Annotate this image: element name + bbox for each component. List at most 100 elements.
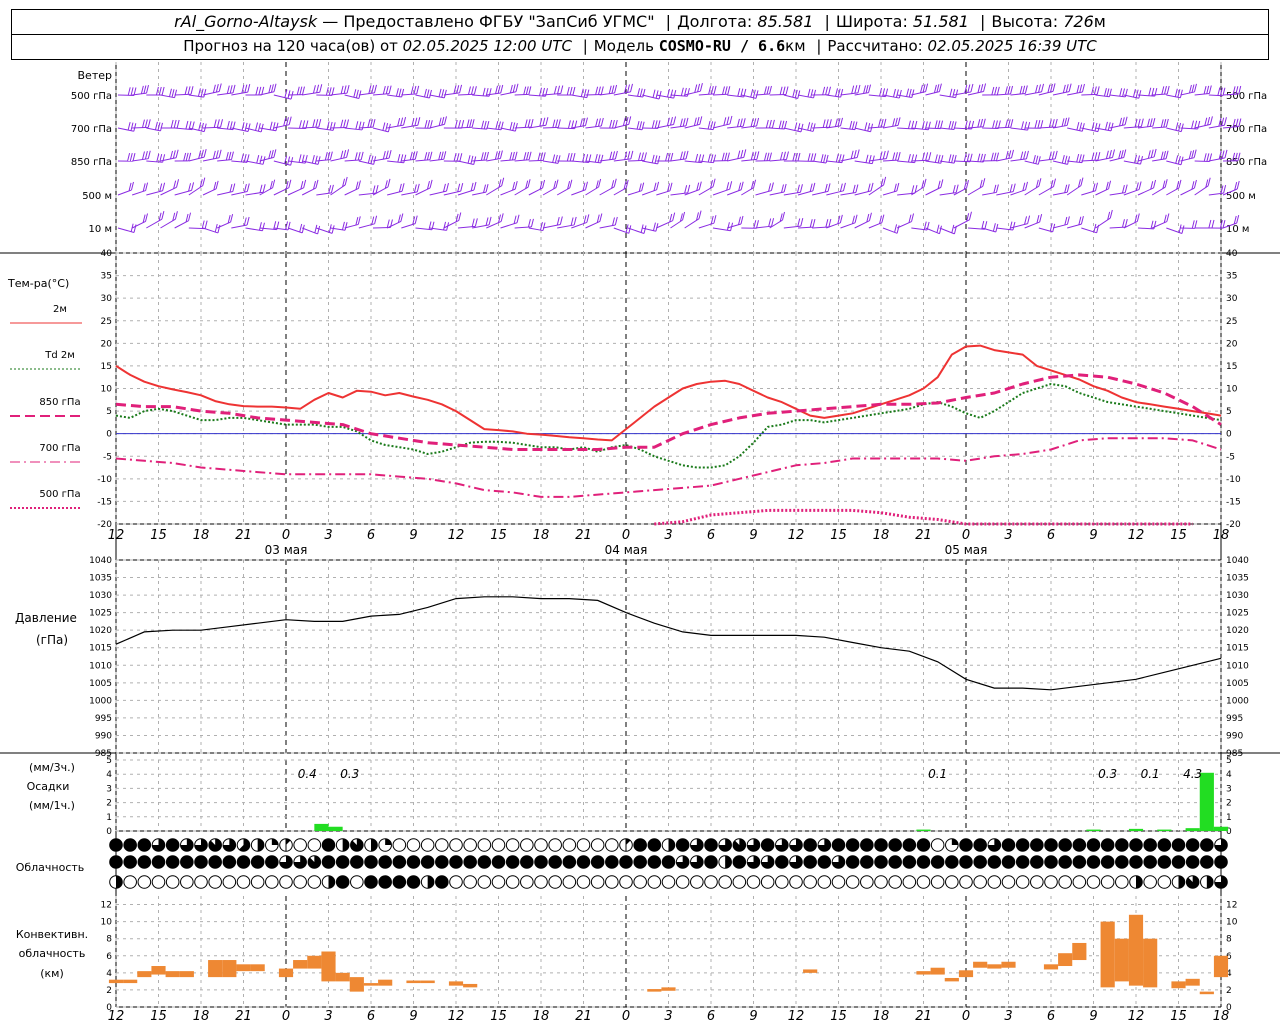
wind-barb bbox=[797, 153, 817, 162]
barb-feather bbox=[155, 86, 159, 96]
barb-feather bbox=[1150, 220, 1154, 229]
wind-barb bbox=[783, 218, 804, 229]
wind-barb bbox=[231, 216, 250, 229]
wind-barb bbox=[387, 153, 407, 164]
barb-feather bbox=[810, 89, 814, 98]
barb-feather bbox=[511, 151, 515, 161]
barb-feather bbox=[1081, 83, 1085, 93]
octa-circle bbox=[576, 838, 591, 852]
barb-feather bbox=[850, 150, 854, 159]
wind-barb bbox=[727, 215, 744, 229]
barb-feather bbox=[483, 120, 487, 130]
y-tick-label-right: 6 bbox=[1226, 952, 1232, 962]
latitude-label: Широта: bbox=[835, 12, 908, 31]
octa-circle bbox=[137, 855, 152, 869]
barb-feather bbox=[835, 153, 839, 163]
barb-feather bbox=[259, 184, 263, 193]
barb-feather bbox=[595, 86, 599, 95]
cloud-octa-symbol bbox=[392, 875, 407, 889]
barb-feather bbox=[708, 86, 712, 95]
cloud-octa-symbol bbox=[902, 855, 917, 869]
barb-feather bbox=[530, 119, 534, 128]
barb-feather bbox=[169, 88, 172, 97]
barb-feather bbox=[614, 84, 618, 94]
barb-feather bbox=[229, 121, 233, 130]
octa-fill bbox=[371, 838, 378, 852]
octa-circle bbox=[1115, 855, 1129, 869]
octa-circle bbox=[803, 838, 817, 852]
barb-feather bbox=[501, 177, 505, 186]
wind-barb bbox=[1109, 116, 1128, 129]
cloud-octa-symbol bbox=[534, 838, 548, 852]
barb-feather bbox=[1164, 179, 1168, 188]
barb-feather bbox=[542, 179, 546, 189]
barb-feather bbox=[651, 154, 655, 163]
barb-feather bbox=[785, 86, 789, 95]
barb-feather bbox=[527, 179, 531, 188]
conv-bar bbox=[236, 964, 251, 972]
barb-feather bbox=[952, 184, 956, 194]
cloud-octa-symbol bbox=[109, 838, 123, 852]
barb-feather bbox=[951, 224, 955, 233]
wind-barb bbox=[1095, 121, 1114, 132]
barb-feather bbox=[243, 184, 247, 193]
barb-feather bbox=[426, 181, 430, 190]
cloud-octa-symbol bbox=[463, 855, 477, 869]
barb-feather bbox=[1235, 118, 1239, 127]
barb-feather bbox=[768, 119, 772, 129]
cloud-octa-symbol bbox=[392, 838, 407, 852]
wind-barb bbox=[741, 151, 760, 162]
wind-barb bbox=[472, 183, 489, 196]
hour-tick-label: 12 bbox=[788, 528, 805, 543]
barb-feather bbox=[401, 183, 405, 192]
octa-circle bbox=[449, 855, 463, 869]
barb-feather bbox=[879, 87, 883, 97]
barb-feather bbox=[723, 117, 727, 126]
octa-circle bbox=[463, 855, 477, 869]
wind-barb bbox=[1137, 87, 1158, 97]
barb-feather bbox=[494, 151, 498, 160]
wind-barb bbox=[712, 222, 734, 232]
barb-feather bbox=[993, 152, 997, 161]
barb-feather bbox=[1160, 151, 1164, 160]
wind-barb bbox=[1109, 149, 1127, 162]
cloud-octa-symbol bbox=[1030, 875, 1044, 889]
barb-feather bbox=[413, 85, 417, 95]
barb-feather bbox=[133, 87, 137, 96]
barb-feather bbox=[738, 216, 741, 225]
hour-tick-label: 6 bbox=[707, 528, 715, 543]
octa-circle bbox=[335, 855, 350, 869]
barb-feather bbox=[1093, 223, 1097, 233]
barb-feather bbox=[341, 221, 345, 230]
wind-barb bbox=[897, 184, 918, 196]
wind-barb bbox=[542, 85, 564, 96]
barb-feather bbox=[218, 149, 222, 158]
barb-feather bbox=[740, 88, 744, 97]
barb-feather bbox=[713, 154, 717, 163]
cloud-octa-symbol bbox=[151, 855, 166, 869]
octa-circle bbox=[307, 875, 322, 889]
barb-feather bbox=[198, 150, 202, 159]
barb-feather bbox=[129, 153, 133, 162]
hour-tick-label: 12 bbox=[448, 528, 465, 543]
barb-feather bbox=[1137, 118, 1141, 128]
barb-feather bbox=[288, 116, 292, 125]
hour-tick-label: 3 bbox=[324, 1009, 332, 1024]
conv-bar bbox=[363, 983, 379, 986]
wind-barb bbox=[996, 183, 1016, 196]
octa-circle bbox=[619, 875, 633, 889]
barb-feather bbox=[411, 118, 415, 127]
barb-feather bbox=[639, 88, 643, 97]
barb-feather bbox=[1066, 117, 1070, 126]
barb-feather bbox=[769, 152, 772, 161]
cloud-octa-symbol bbox=[590, 855, 605, 869]
wind-barb bbox=[202, 119, 224, 129]
wind-barb bbox=[514, 151, 532, 162]
wind-barb bbox=[1052, 184, 1070, 196]
barb-feather bbox=[471, 218, 475, 227]
barb-feather bbox=[344, 222, 348, 231]
wind-barb bbox=[1137, 179, 1157, 196]
barb-feather bbox=[1132, 88, 1136, 98]
barb-feather bbox=[413, 184, 417, 193]
